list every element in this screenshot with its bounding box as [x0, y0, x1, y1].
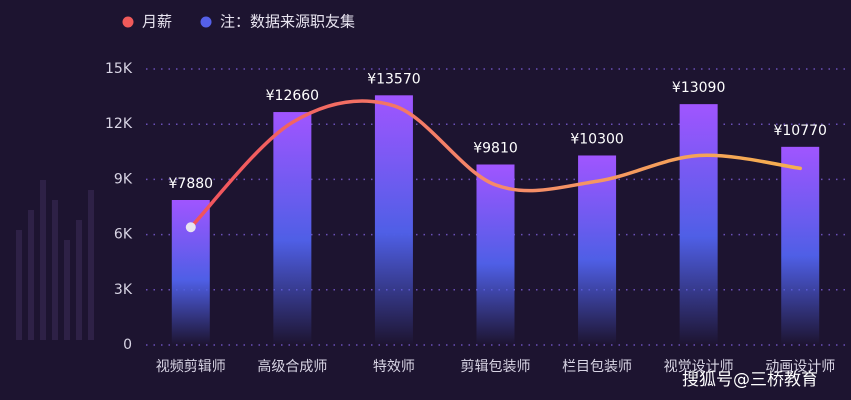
- x-tick-label: 栏目包装师: [562, 359, 632, 375]
- x-tick-label: 视频剪辑师: [156, 359, 226, 375]
- legend-marker: [122, 16, 134, 28]
- bar: [578, 155, 617, 345]
- value-label: ¥13090: [672, 80, 725, 96]
- line-start-dot: [185, 222, 196, 233]
- y-tick-label: 15K: [105, 61, 133, 77]
- legend-label: 月薪: [142, 13, 172, 31]
- bar: [476, 164, 515, 345]
- y-tick-label: 9K: [114, 171, 133, 187]
- x-tick-label: 特效师: [373, 359, 415, 375]
- y-tick-label: 12K: [105, 116, 133, 132]
- x-tick-label: 动画设计师: [765, 359, 835, 375]
- bar: [679, 104, 718, 345]
- legend-label: 注：数据来源职友集: [220, 13, 355, 31]
- decoration: [16, 180, 94, 340]
- bar: [171, 200, 210, 345]
- watermark: 搜狐号@三桥教育: [682, 370, 818, 390]
- value-label: ¥10770: [773, 123, 826, 139]
- bar: [273, 112, 312, 345]
- value-label: ¥7880: [169, 176, 214, 192]
- x-tick-label: 剪辑包装师: [461, 359, 531, 375]
- legend-marker: [200, 16, 212, 28]
- value-label: ¥13570: [367, 71, 420, 87]
- value-label: ¥9810: [473, 140, 518, 156]
- value-label: ¥10300: [570, 131, 623, 147]
- line: [189, 99, 802, 229]
- y-tick-label: 0: [123, 337, 132, 353]
- y-tick-label: 3K: [114, 282, 133, 298]
- x-tick-label: 视觉设计师: [664, 359, 734, 375]
- bar: [374, 95, 413, 345]
- bar: [781, 146, 820, 345]
- y-tick-label: 6K: [114, 227, 133, 243]
- x-tick-label: 高级合成师: [257, 358, 327, 375]
- value-label: ¥12660: [266, 88, 319, 104]
